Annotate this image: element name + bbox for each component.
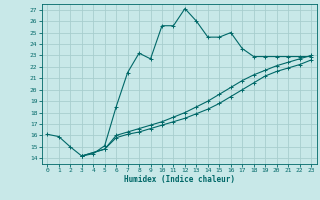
- X-axis label: Humidex (Indice chaleur): Humidex (Indice chaleur): [124, 175, 235, 184]
